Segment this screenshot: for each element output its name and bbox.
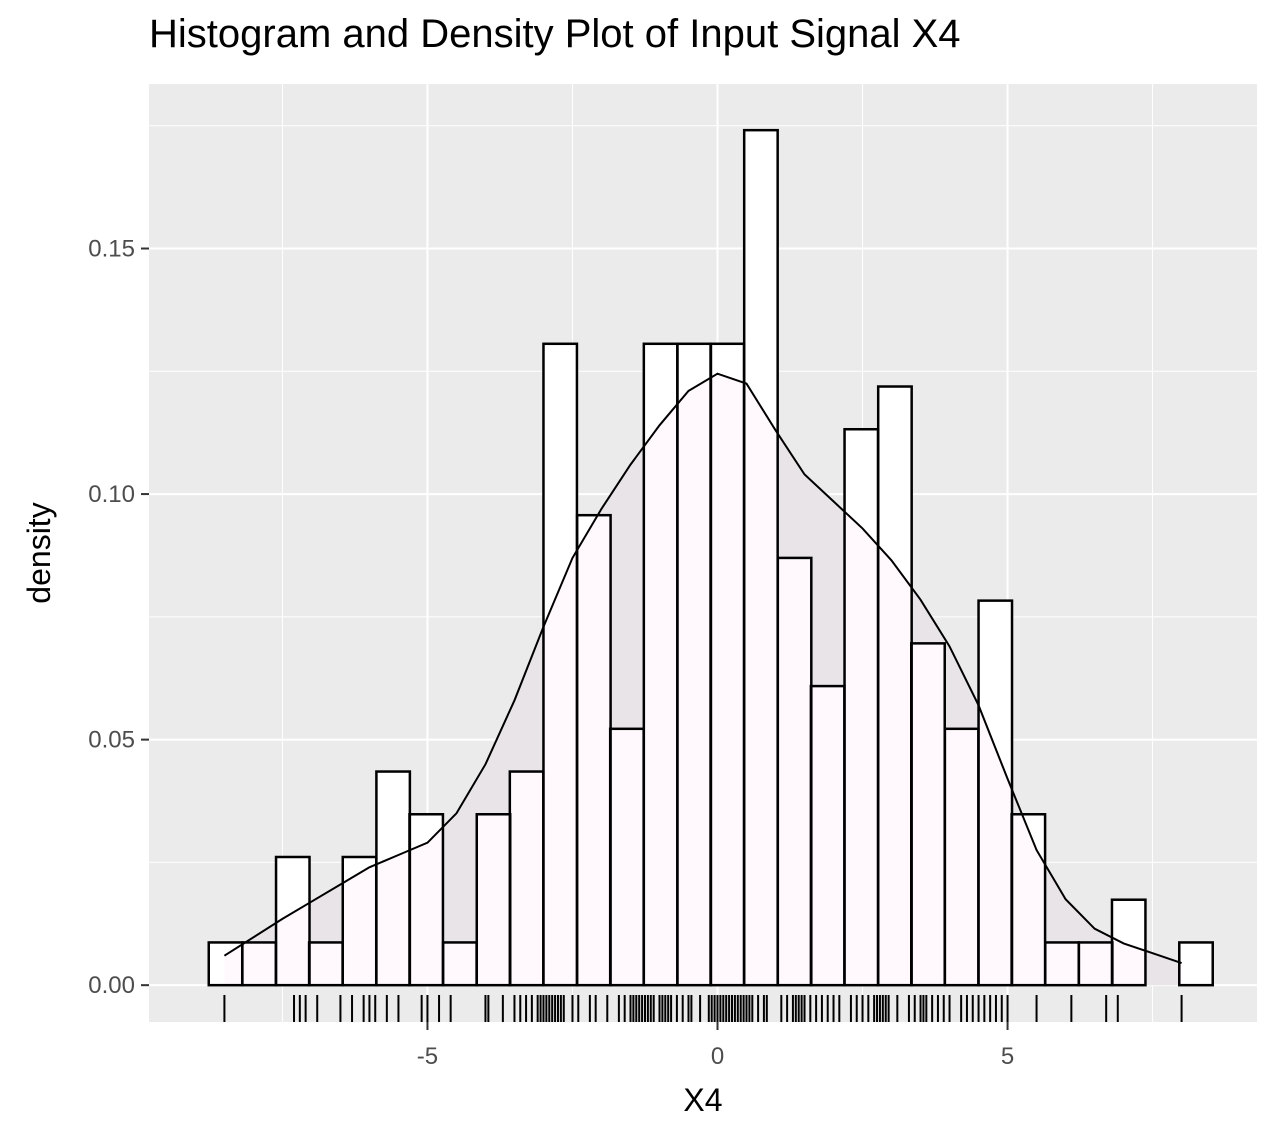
histogram-bar-overlap: [509, 771, 544, 986]
y-tick-label: 0.10: [88, 481, 135, 508]
histogram-bar-overlap: [242, 942, 276, 986]
histogram-bars: [207, 128, 1214, 987]
y-tick-label: 0.00: [88, 972, 135, 999]
histogram-bar-overlap: [810, 686, 845, 986]
histogram-bar-outline: [1178, 941, 1214, 987]
histogram-bar-overlap: [610, 728, 644, 986]
density-line: [223, 372, 1182, 965]
histogram-bar-outline: [977, 599, 1014, 987]
histogram-bar-overlap: [944, 728, 979, 986]
histogram-bar-overlap: [1078, 942, 1113, 986]
histogram-bar-overlap: [443, 942, 477, 986]
histogram-bar-overlap: [911, 643, 945, 986]
x-tick-label: -5: [417, 1043, 438, 1070]
histogram-bar-outline: [1010, 813, 1047, 987]
x-axis-title: X4: [683, 1082, 722, 1118]
histogram-bar: [1179, 942, 1213, 986]
histogram-bar-overlap: [1045, 942, 1079, 986]
histogram-bar-overlap: [577, 515, 611, 986]
histogram-bar-overlap: [777, 557, 812, 986]
x-tick-label: 5: [1001, 1043, 1014, 1070]
rug-marks: [223, 995, 1183, 1022]
axes: -5 0 5 0.00 0.05 0.10 0.15: [88, 236, 1014, 1070]
y-tick-label: 0.05: [88, 727, 135, 754]
histogram-bar-overlap: [309, 942, 343, 986]
histogram-bar-overlap: [643, 373, 678, 986]
histogram-bar-overlap: [677, 373, 711, 986]
chart-title: Histogram and Density Plot of Input Sign…: [149, 12, 961, 56]
y-tick-label: 0.15: [88, 236, 135, 263]
y-axis-title: density: [21, 502, 57, 603]
histogram-bar-outline: [1110, 898, 1147, 987]
histogram-bar-overlap: [744, 373, 778, 986]
histogram-bar-outline: [274, 855, 311, 987]
histogram-bar-overlap: [476, 814, 511, 986]
x-tick-label: 0: [711, 1043, 724, 1070]
histogram-bar-overlap: [710, 373, 745, 986]
histogram-bar-outline: [408, 813, 445, 987]
